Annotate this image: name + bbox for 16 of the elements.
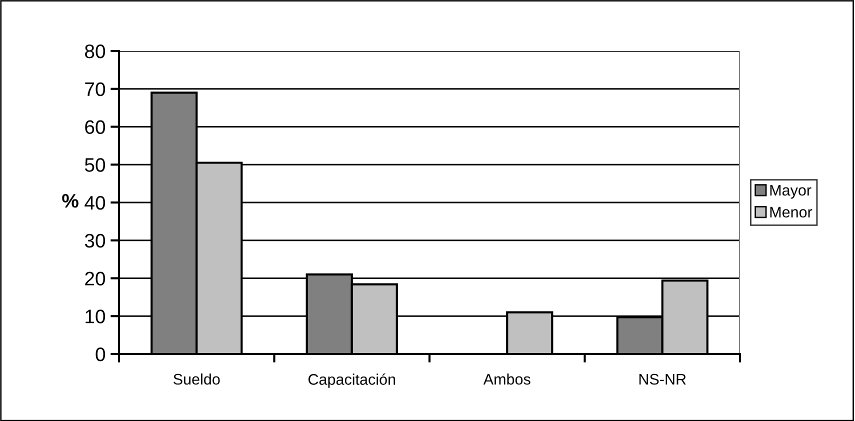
legend-label: Menor	[770, 206, 812, 218]
y-tick-label: 30	[84, 234, 106, 248]
x-tick-label: Sueldo	[174, 373, 220, 385]
x-tick-label: NS-NR	[639, 374, 686, 385]
y-axis-title: %	[62, 194, 78, 208]
x-tick-label: Capacitación	[308, 373, 396, 388]
legend-label: Mayor	[770, 185, 812, 199]
y-tick-label: 0	[96, 347, 106, 362]
x-tick-label: Ambos	[483, 373, 530, 385]
y-tick-label: 70	[85, 82, 106, 96]
y-tick-label: 20	[85, 272, 106, 286]
y-tick-label: 80	[85, 44, 106, 58]
y-tick-label: 50	[84, 158, 106, 172]
y-tick-label: 10	[86, 310, 106, 324]
y-tick-label: 40	[84, 196, 106, 210]
y-tick-label: 60	[85, 120, 106, 134]
